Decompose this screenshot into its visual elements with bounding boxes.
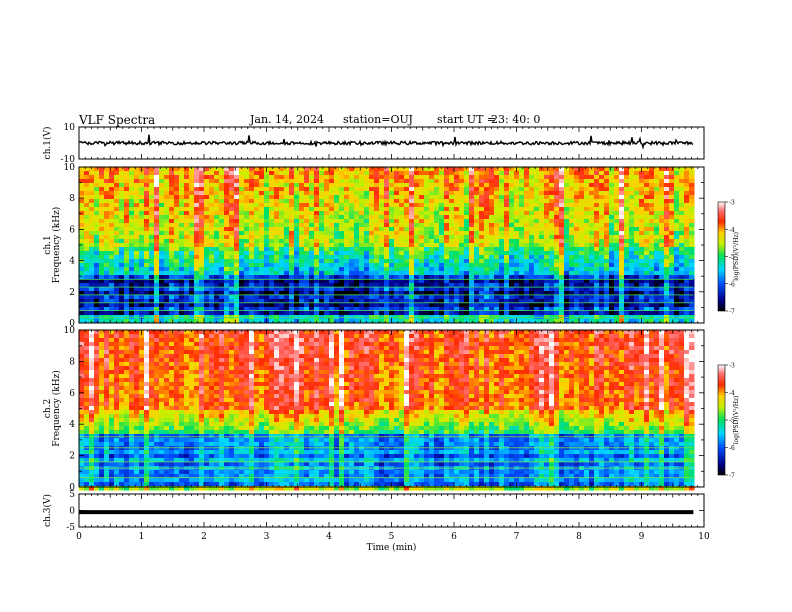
ch1-spectrogram-colorbar-tick-label: -5 bbox=[729, 254, 735, 261]
ch1-spectrogram-ylabel: Frequency (kHz) bbox=[51, 207, 62, 284]
ch2-spectrogram-colorbar bbox=[717, 364, 726, 476]
ch2-spectrogram-y-tick-label: 6 bbox=[69, 389, 75, 399]
ch1-spectrogram-y-tick-label: 0 bbox=[69, 319, 75, 329]
ch1-spectrogram-y-tick-label: 2 bbox=[69, 288, 75, 298]
ch2-spectrogram-y-tick-label: 8 bbox=[69, 357, 75, 367]
x-tick-label: 4 bbox=[326, 532, 332, 542]
x-tick-label: 3 bbox=[264, 532, 270, 542]
ch2-spectrogram-ylabel: Frequency (kHz) bbox=[51, 370, 62, 447]
ch1-spectrogram-colorbar-tick-label: -6 bbox=[729, 281, 735, 288]
ch3-waveform-y-tick-label: 5 bbox=[69, 490, 75, 500]
ch3-waveform-y-tick-label: 0 bbox=[69, 507, 75, 517]
ch1-waveform-y-tick-label: -10 bbox=[61, 155, 76, 165]
date-label: Jan. 14, 2024 bbox=[250, 113, 325, 126]
ch1-spectrogram-y-tick-label: 4 bbox=[69, 257, 75, 267]
start-ut-label: start UT = bbox=[437, 113, 497, 126]
x-tick-label: 1 bbox=[139, 532, 145, 542]
chart-title: VLF Spectra bbox=[79, 113, 156, 127]
ch2-spectrogram-y-tick-label: 4 bbox=[69, 420, 75, 430]
ch1-waveform-y-tick-label: 10 bbox=[64, 123, 76, 133]
ch2-spectrogram-y-tick-label: 10 bbox=[64, 326, 76, 336]
ch3-waveform-y-tick-label: -5 bbox=[66, 523, 75, 533]
station-label: station=OUJ bbox=[343, 113, 413, 126]
x-tick-label: 0 bbox=[76, 532, 82, 542]
ch1-waveform-series bbox=[78, 134, 694, 150]
ch1-spectrogram-y-tick-label: 6 bbox=[69, 225, 75, 235]
ch2-spectrogram-colorbar-tick-label: -5 bbox=[729, 418, 735, 425]
ch1-spectrogram-y-tick-label: 10 bbox=[64, 163, 76, 173]
ch2-spectrogram-colorbar-tick-label: -7 bbox=[729, 473, 735, 480]
ch1-spectrogram-ylabel: ch.1 bbox=[43, 235, 53, 254]
ch2-spectrogram-colorbar-label: log(PSD)(V²/Hz) bbox=[733, 396, 740, 445]
ch2-spectrogram-y-tick-label: 2 bbox=[69, 452, 75, 462]
x-tick-label: 7 bbox=[514, 532, 520, 542]
ch2-spectrogram-ylabel: ch.2 bbox=[43, 399, 53, 418]
ch1-spectrogram-colorbar-tick-label: -7 bbox=[729, 309, 735, 316]
x-tick-label: 5 bbox=[389, 532, 395, 542]
ch1-spectrogram-colorbar-tick-label: -3 bbox=[729, 200, 735, 207]
ch2-spectrogram-image bbox=[79, 330, 695, 491]
x-tick-label: 6 bbox=[451, 532, 457, 542]
ch1-spectrogram-colorbar-tick-label: -4 bbox=[729, 227, 735, 234]
ch2-spectrogram-colorbar-tick-label: -4 bbox=[729, 390, 735, 397]
x-tick-label: 10 bbox=[698, 532, 710, 542]
ch1-spectrogram-image bbox=[79, 167, 695, 324]
ch1-waveform-ylabel: ch.1(V) bbox=[42, 127, 53, 160]
x-tick-label: 8 bbox=[576, 532, 582, 542]
ch3-waveform-ylabel: ch.3(V) bbox=[42, 494, 53, 527]
x-tick-label: 2 bbox=[201, 532, 207, 542]
ch1-spectrogram-colorbar-label: log(PSD)(V²/Hz) bbox=[733, 232, 740, 281]
ch2-spectrogram-colorbar-tick-label: -6 bbox=[729, 445, 735, 452]
start-ut-value: 23: 40: 0 bbox=[491, 113, 541, 126]
x-tick-label: 9 bbox=[639, 532, 645, 542]
ch1-spectrogram-colorbar bbox=[717, 201, 726, 312]
ch2-spectrogram-y-tick-label: 0 bbox=[69, 483, 75, 493]
x-axis-label: Time (min) bbox=[367, 542, 417, 553]
ch2-spectrogram-colorbar-tick-label: -3 bbox=[729, 363, 735, 370]
ch1-spectrogram-y-tick-label: 8 bbox=[69, 194, 75, 204]
